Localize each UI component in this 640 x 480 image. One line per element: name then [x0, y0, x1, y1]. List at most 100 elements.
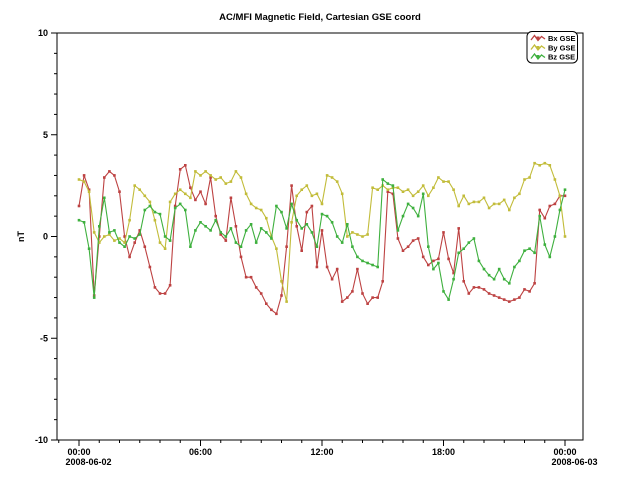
- data-point-marker: [325, 265, 329, 269]
- data-point-marker: [163, 247, 167, 250]
- x-tick-label: 12:00: [310, 447, 333, 457]
- data-point-marker: [437, 261, 440, 265]
- legend-item-bx: Bx GSE: [530, 34, 576, 43]
- y-tick-label: -10: [35, 435, 48, 445]
- data-point-marker: [138, 229, 141, 232]
- legend-item-bz: Bz GSE: [530, 53, 575, 62]
- data-point-marker: [416, 214, 420, 218]
- data-point-marker: [391, 184, 395, 187]
- data-point-marker: [214, 178, 217, 181]
- data-point-marker: [518, 192, 521, 196]
- data-point-marker: [462, 247, 465, 250]
- data-point-marker: [199, 221, 202, 224]
- x-tick-label: 18:00: [432, 447, 455, 457]
- data-point-marker: [249, 223, 253, 226]
- by-line-sample-icon: [530, 43, 546, 52]
- data-point-marker: [361, 235, 364, 238]
- data-point-marker: [98, 225, 101, 228]
- data-point-marker: [497, 202, 501, 206]
- data-point-marker: [386, 188, 390, 191]
- data-point-marker: [563, 188, 567, 191]
- data-point-marker: [108, 231, 111, 234]
- data-point-marker: [538, 164, 541, 167]
- data-point-marker: [452, 188, 455, 191]
- data-point-marker: [416, 237, 420, 240]
- data-point-marker: [224, 182, 228, 185]
- data-point-marker: [396, 186, 400, 189]
- data-point-marker: [401, 249, 405, 252]
- legend-label-bz: Bz GSE: [548, 53, 575, 62]
- data-point-marker: [421, 255, 425, 259]
- series-group: [77, 161, 567, 316]
- data-point-marker: [533, 282, 536, 285]
- data-point-marker: [457, 227, 460, 230]
- data-point-marker: [487, 206, 491, 210]
- y-axis-label: nT: [16, 231, 26, 242]
- bz-marker-icon: [536, 55, 540, 58]
- data-point-marker: [82, 174, 86, 177]
- data-point-marker: [411, 206, 415, 210]
- data-point-marker: [275, 312, 278, 316]
- data-point-marker: [437, 176, 440, 179]
- by-marker-icon: [536, 46, 540, 49]
- data-point-marker: [315, 265, 319, 269]
- data-point-marker: [492, 202, 496, 206]
- data-point-marker: [482, 267, 486, 271]
- data-point-marker: [168, 239, 172, 242]
- data-point-marker: [548, 204, 552, 208]
- y-tick-label: 10: [38, 28, 48, 38]
- data-point-marker: [361, 292, 364, 295]
- data-point-marker: [163, 235, 167, 238]
- legend-item-by: By GSE: [530, 43, 576, 53]
- data-point-marker: [295, 194, 298, 198]
- data-point-marker: [427, 245, 430, 248]
- data-point-marker: [305, 184, 309, 187]
- data-point-marker: [376, 265, 379, 269]
- data-point-marker: [472, 200, 476, 204]
- data-point-marker: [330, 221, 334, 224]
- data-point-marker: [427, 263, 430, 267]
- plot-frame: [56, 32, 584, 441]
- data-point-marker: [270, 237, 273, 240]
- series-bx-line: [78, 164, 565, 315]
- data-point-marker: [462, 194, 465, 198]
- data-point-marker: [259, 208, 263, 212]
- data-point-marker: [113, 174, 116, 177]
- data-point-marker: [477, 286, 481, 289]
- data-point-marker: [467, 202, 471, 206]
- data-point-marker: [502, 298, 506, 301]
- data-point-marker: [381, 178, 384, 181]
- data-point-marker: [239, 176, 243, 179]
- data-point-marker: [447, 298, 450, 301]
- data-point-marker: [421, 192, 425, 196]
- data-point-marker: [366, 261, 369, 265]
- data-point-marker: [234, 241, 238, 244]
- data-point-marker: [178, 168, 182, 171]
- data-point-marker: [275, 204, 278, 208]
- data-point-marker: [386, 190, 390, 193]
- data-point-marker: [92, 231, 96, 234]
- data-point-marker: [330, 176, 334, 179]
- y-tick-label: 0: [43, 232, 48, 242]
- data-point-marker: [371, 186, 374, 189]
- data-point-marker: [285, 227, 288, 230]
- data-point-marker: [315, 245, 319, 248]
- data-point-marker: [508, 208, 511, 212]
- data-point-marker: [259, 292, 263, 295]
- data-point-marker: [452, 271, 455, 275]
- data-point-marker: [472, 237, 476, 240]
- data-point-marker: [168, 284, 172, 287]
- data-point-marker: [558, 194, 562, 198]
- data-point-marker: [128, 255, 131, 259]
- data-point-marker: [391, 192, 395, 196]
- data-point-marker: [199, 190, 202, 193]
- data-point-marker: [371, 296, 374, 299]
- data-point-marker: [310, 231, 314, 234]
- data-point-marker: [103, 176, 106, 179]
- data-point-marker: [199, 174, 202, 177]
- data-point-marker: [340, 241, 344, 244]
- data-point-marker: [209, 174, 212, 177]
- data-point-marker: [158, 292, 162, 295]
- data-point-marker: [98, 241, 101, 244]
